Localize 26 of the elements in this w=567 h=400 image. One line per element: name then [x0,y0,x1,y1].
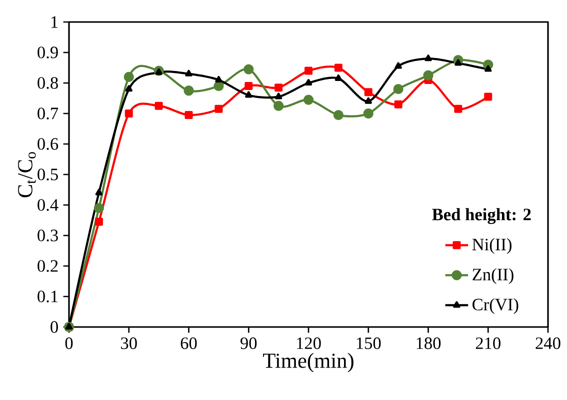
x-tick-label: 120 [297,337,321,350]
legend-title: Bed height: 2 [432,208,531,224]
x-tick-label: 150 [356,337,381,350]
y-tick-label: 0.9 [38,46,58,58]
y-tick-label: 0.8 [38,77,58,89]
legend-label: Zn(II) [472,268,514,284]
x-tick-label: 240 [536,337,560,350]
x-tick-label: 0 [65,337,73,350]
legend-label: Ni(II) [472,238,512,254]
x-tick-label: 180 [416,337,441,350]
y-axis-title: C$_{t}$/C$_{o}$ [18,152,36,198]
x-tick-label: 30 [121,337,137,350]
y-tick-label: 0.3 [38,230,58,242]
y-tick-label: 0.6 [38,138,58,150]
x-tick-label: 90 [240,337,257,350]
y-tick-label: 0.5 [38,168,58,180]
x-axis-title: Time(min) [263,352,354,372]
x-tick-label: 210 [476,337,500,350]
x-tick-label: 60 [180,337,197,350]
y-tick-label: 0.1 [38,290,58,302]
y-tick-label: 0.4 [38,199,58,211]
y-tick-label: 0 [50,321,58,333]
y-tick-label: 1 [51,16,58,28]
legend-label: Cr(VI) [472,298,518,314]
y-tick-label: 0.2 [38,260,58,272]
y-tick-label: 0.7 [38,108,58,120]
